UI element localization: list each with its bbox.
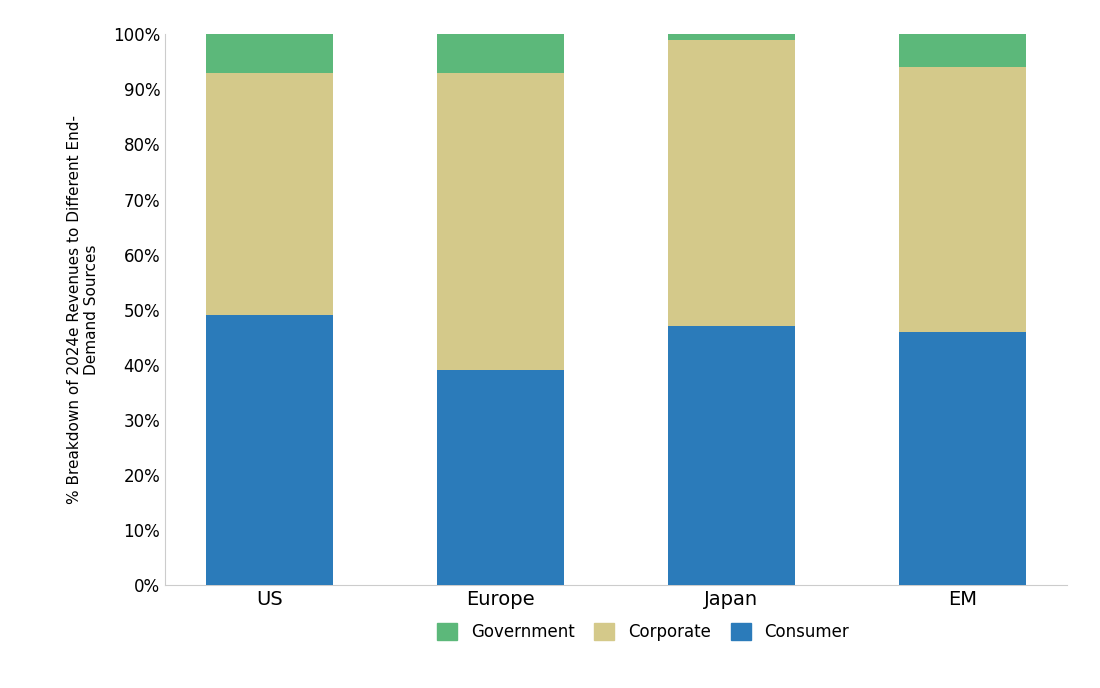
Y-axis label: % Breakdown of 2024e Revenues to Different End-
Demand Sources: % Breakdown of 2024e Revenues to Differe…	[67, 115, 99, 504]
Bar	[206, 34, 333, 73]
Bar	[206, 73, 333, 315]
Bar	[899, 67, 1026, 332]
Bar	[668, 40, 795, 326]
Legend: Government, Corporate, Consumer: Government, Corporate, Consumer	[431, 616, 856, 648]
Bar	[668, 34, 795, 40]
Bar	[668, 326, 795, 585]
Bar	[899, 332, 1026, 585]
Bar	[437, 370, 564, 585]
Bar	[437, 73, 564, 370]
Bar	[206, 315, 333, 585]
Bar	[899, 34, 1026, 67]
Bar	[437, 34, 564, 73]
